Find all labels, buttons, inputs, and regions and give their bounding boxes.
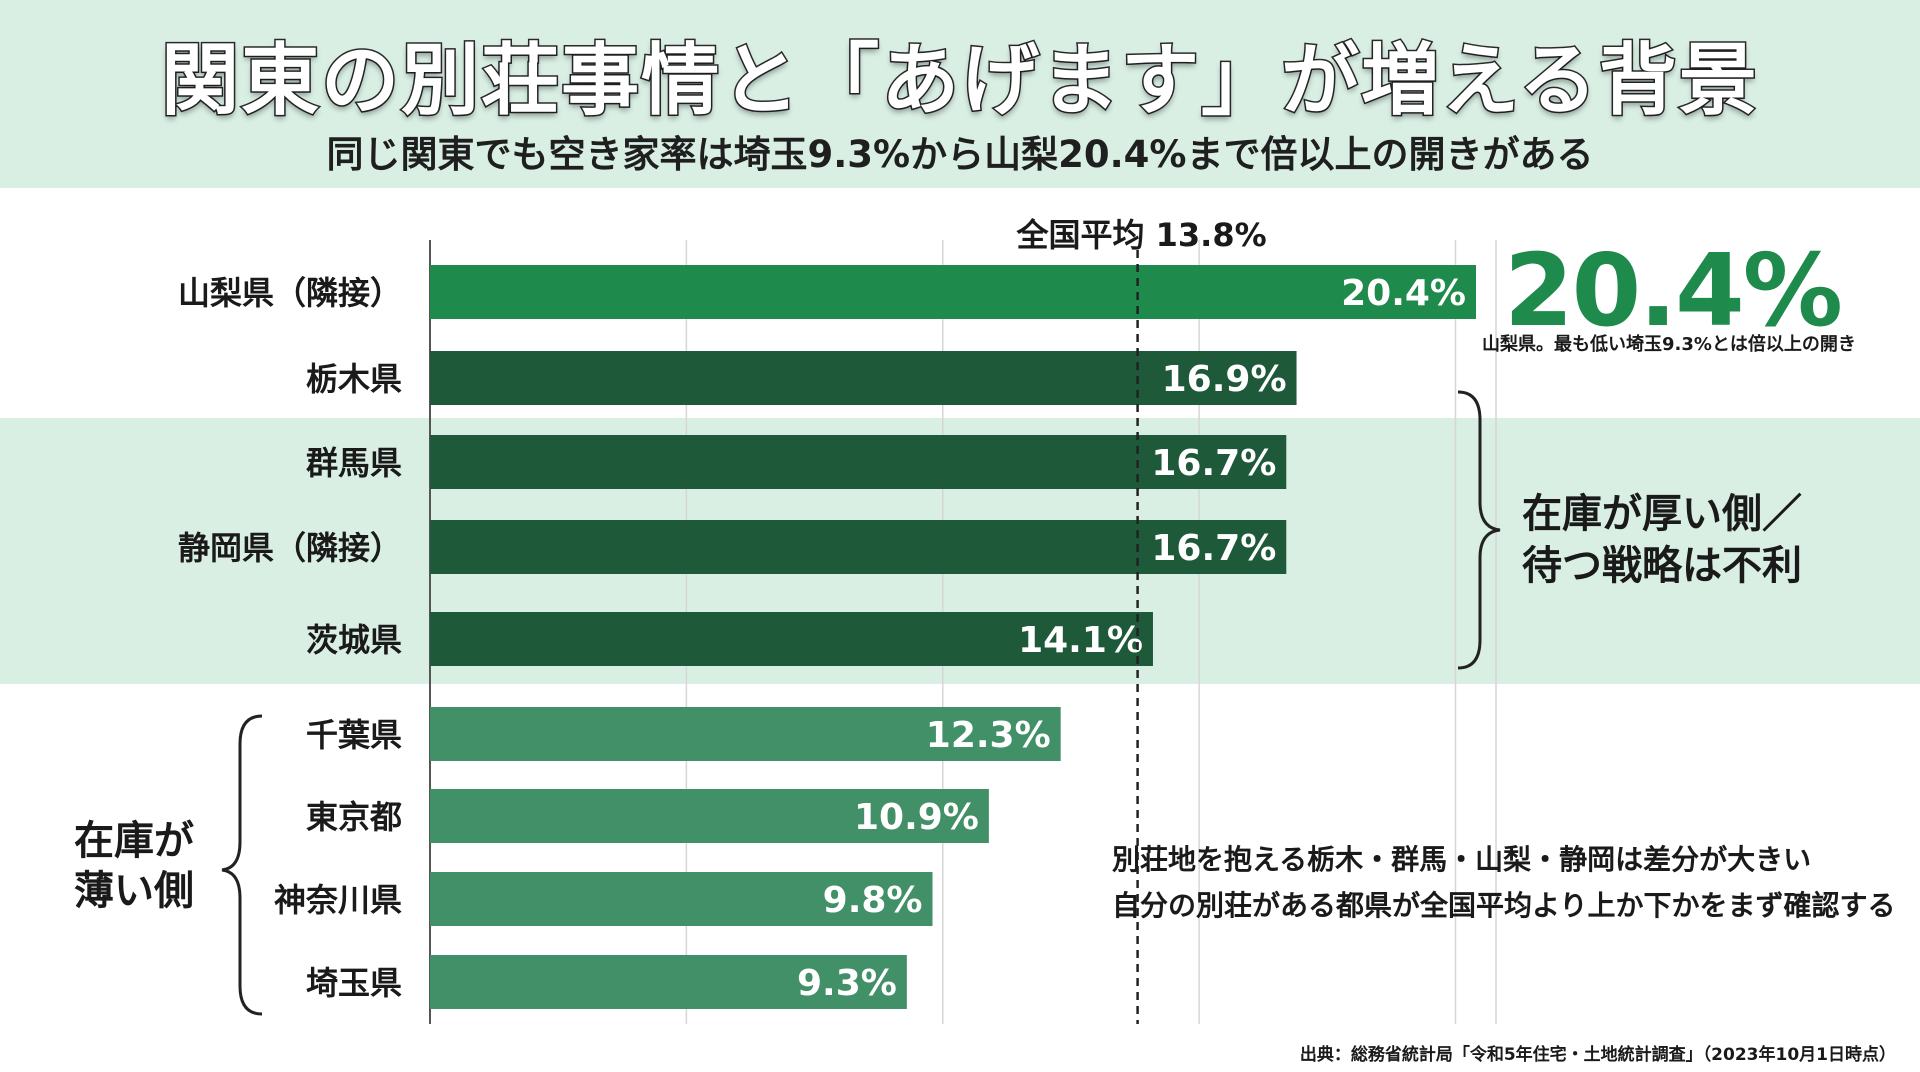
- bar-value-label: 9.3%: [797, 963, 897, 1004]
- bar-value-label: 16.7%: [1151, 443, 1276, 484]
- brace-low-label: 在庫が 薄い側: [74, 816, 194, 916]
- category-label: 東京都: [306, 798, 402, 836]
- category-label: 静岡県（隣接）: [178, 529, 402, 567]
- category-label: 神奈川県: [274, 881, 402, 919]
- bar: [430, 612, 1153, 666]
- category-label: 栃木県: [306, 360, 402, 398]
- reference-line-label: 全国平均 13.8%: [1016, 216, 1267, 254]
- bar-value-label: 12.3%: [926, 715, 1051, 756]
- bar: [430, 955, 907, 1009]
- brace-high-label-line2: 待つ戦略は不利: [1522, 543, 1802, 589]
- brace-low: [221, 714, 263, 1016]
- bar: [430, 435, 1287, 489]
- bar-value-label: 16.7%: [1151, 528, 1276, 569]
- bar-value-label: 16.9%: [1162, 359, 1287, 400]
- bar: [430, 707, 1061, 761]
- bar: [430, 265, 1476, 319]
- bar-value-label: 10.9%: [854, 797, 979, 838]
- bar-value-label: 14.1%: [1018, 620, 1143, 661]
- header-band: [0, 0, 1920, 188]
- source-note: 出典：総務省統計局「令和5年住宅・土地統計調査」（2023年10月1日時点）: [1299, 1045, 1896, 1065]
- brace-low-label-line2: 薄い側: [74, 868, 194, 914]
- bar: [430, 520, 1287, 574]
- category-label: 群馬県: [306, 444, 402, 482]
- note-line-1: 別荘地を抱える栃木・群馬・山梨・静岡は差分が大きい: [1112, 843, 1812, 876]
- page-title: 関東の別荘事情と「あげます」が増える背景: [160, 35, 1759, 128]
- brace-high: [1457, 390, 1501, 670]
- page-subtitle: 同じ関東でも空き家率は埼玉9.3%から山梨20.4%まで倍以上の開きがある: [326, 133, 1594, 176]
- category-label: 山梨県（隣接）: [178, 274, 402, 312]
- brace-low-label-line1: 在庫が: [74, 818, 194, 864]
- category-label: 千葉県: [306, 716, 402, 754]
- callout-caption: 山梨県。最も低い埼玉9.3%とは倍以上の開き: [1482, 334, 1856, 355]
- category-label: 茨城県: [306, 621, 402, 659]
- callout-value: 20.4%: [1504, 232, 1843, 349]
- note-line-2: 自分の別荘がある都県が全国平均より上か下かをまず確認する: [1112, 889, 1896, 922]
- bar-value-label: 20.4%: [1341, 273, 1466, 314]
- bar-value-label: 9.8%: [823, 880, 923, 921]
- bar: [430, 351, 1297, 405]
- brace-high-label: 在庫が厚い側／ 待つ戦略は不利: [1522, 488, 1802, 592]
- bar: [430, 789, 989, 843]
- brace-high-label-line1: 在庫が厚い側／: [1522, 491, 1802, 537]
- bar: [430, 872, 933, 926]
- category-label: 埼玉県: [306, 964, 402, 1002]
